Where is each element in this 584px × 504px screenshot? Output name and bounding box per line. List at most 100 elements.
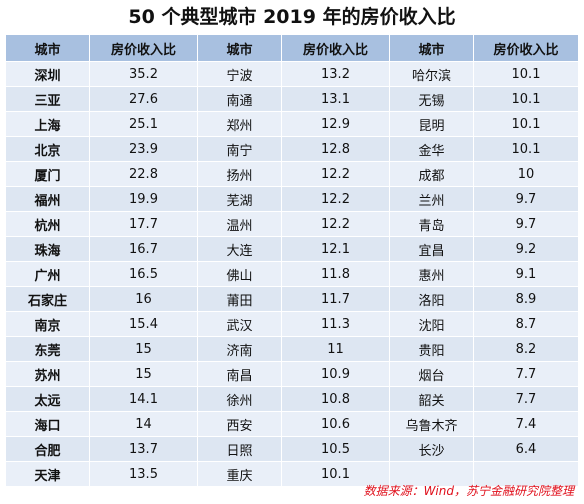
cell-city-3: 贵阳 <box>389 336 474 362</box>
cell-city-2: 重庆 <box>197 461 282 487</box>
cell-city-2: 南昌 <box>197 361 282 387</box>
table-row: 广州 16.5 佛山 11.8 惠州 9.1 <box>5 261 579 287</box>
cell-city-3: 宜昌 <box>389 236 474 262</box>
cell-city-1: 天津 <box>5 461 90 487</box>
cell-ratio-1: 17.7 <box>89 211 198 237</box>
cell-city-2: 芜湖 <box>197 186 282 212</box>
cell-city-2: 武汉 <box>197 311 282 337</box>
data-source-note: 数据来源：Wind，苏宁金融研究院整理 <box>363 484 574 498</box>
cell-city-3: 惠州 <box>389 261 474 287</box>
cell-city-1: 杭州 <box>5 211 90 237</box>
cell-city-3: 烟台 <box>389 361 474 387</box>
cell-ratio-1: 16.7 <box>89 236 198 262</box>
cell-ratio-1: 16 <box>89 286 198 312</box>
header-city-2: 城市 <box>197 34 282 62</box>
cell-ratio-1: 25.1 <box>89 111 198 137</box>
cell-city-3: 长沙 <box>389 436 474 462</box>
cell-city-3: 哈尔滨 <box>389 61 474 87</box>
cell-ratio-1: 14.1 <box>89 386 198 412</box>
cell-ratio-2: 12.2 <box>281 186 390 212</box>
cell-ratio-1: 27.6 <box>89 86 198 112</box>
cell-ratio-3: 7.4 <box>473 411 579 437</box>
table-row: 福州 19.9 芜湖 12.2 兰州 9.7 <box>5 186 579 212</box>
cell-city-2: 西安 <box>197 411 282 437</box>
header-ratio-1: 房价收入比 <box>89 34 198 62</box>
header-ratio-2: 房价收入比 <box>281 34 390 62</box>
cell-city-3: 昆明 <box>389 111 474 137</box>
cell-ratio-3: 10 <box>473 161 579 187</box>
table-row: 深圳 35.2 宁波 13.2 哈尔滨 10.1 <box>5 61 579 87</box>
cell-ratio-1: 14 <box>89 411 198 437</box>
cell-city-1: 海口 <box>5 411 90 437</box>
cell-ratio-3: 9.7 <box>473 186 579 212</box>
cell-city-3: 青岛 <box>389 211 474 237</box>
cell-city-3: 沈阳 <box>389 311 474 337</box>
cell-ratio-1: 15.4 <box>89 311 198 337</box>
cell-city-2: 大连 <box>197 236 282 262</box>
cell-ratio-1: 15 <box>89 361 198 387</box>
table-row: 三亚 27.6 南通 13.1 无锡 10.1 <box>5 86 579 112</box>
cell-ratio-3: 8.7 <box>473 311 579 337</box>
cell-ratio-2: 12.2 <box>281 161 390 187</box>
cell-city-3: 金华 <box>389 136 474 162</box>
cell-ratio-2: 10.5 <box>281 436 390 462</box>
table-row: 厦门 22.8 扬州 12.2 成都 10 <box>5 161 579 187</box>
cell-city-3: 无锡 <box>389 86 474 112</box>
cell-ratio-3: 10.1 <box>473 111 579 137</box>
cell-ratio-1: 16.5 <box>89 261 198 287</box>
cell-ratio-3: 9.7 <box>473 211 579 237</box>
header-city-3: 城市 <box>389 34 474 62</box>
cell-ratio-3 <box>473 461 579 487</box>
cell-city-2: 佛山 <box>197 261 282 287</box>
cell-ratio-2: 11.3 <box>281 311 390 337</box>
page-title: 50 个典型城市 2019 年的房价收入比 <box>128 6 456 28</box>
cell-ratio-2: 13.2 <box>281 61 390 87</box>
cell-city-2: 徐州 <box>197 386 282 412</box>
cell-city-1: 福州 <box>5 186 90 212</box>
cell-city-2: 温州 <box>197 211 282 237</box>
ratio-table: 城市 房价收入比 城市 房价收入比 城市 房价收入比 深圳 35.2 宁波 13.2 哈… <box>5 34 579 487</box>
cell-ratio-3: 9.2 <box>473 236 579 262</box>
cell-city-1: 石家庄 <box>5 286 90 312</box>
cell-ratio-2: 10.8 <box>281 386 390 412</box>
cell-ratio-3: 8.2 <box>473 336 579 362</box>
cell-city-1: 广州 <box>5 261 90 287</box>
cell-ratio-3: 10.1 <box>473 86 579 112</box>
cell-ratio-2: 12.8 <box>281 136 390 162</box>
cell-ratio-1: 13.5 <box>89 461 198 487</box>
table-row: 苏州 15 南昌 10.9 烟台 7.7 <box>5 361 579 387</box>
cell-city-1: 北京 <box>5 136 90 162</box>
table-row: 上海 25.1 郑州 12.9 昆明 10.1 <box>5 111 579 137</box>
cell-ratio-3: 9.1 <box>473 261 579 287</box>
cell-city-3: 乌鲁木齐 <box>389 411 474 437</box>
cell-city-2: 扬州 <box>197 161 282 187</box>
table-row: 海口 14 西安 10.6 乌鲁木齐 7.4 <box>5 411 579 437</box>
header-city-1: 城市 <box>5 34 90 62</box>
cell-city-1: 三亚 <box>5 86 90 112</box>
cell-ratio-2: 11 <box>281 336 390 362</box>
cell-ratio-1: 19.9 <box>89 186 198 212</box>
cell-ratio-3: 10.1 <box>473 61 579 87</box>
cell-city-2: 宁波 <box>197 61 282 87</box>
table-header-row: 城市 房价收入比 城市 房价收入比 城市 房价收入比 <box>5 34 579 62</box>
table-row: 珠海 16.7 大连 12.1 宜昌 9.2 <box>5 236 579 262</box>
cell-city-2: 南宁 <box>197 136 282 162</box>
table-row: 东莞 15 济南 11 贵阳 8.2 <box>5 336 579 362</box>
cell-ratio-2: 12.2 <box>281 211 390 237</box>
cell-city-3: 洛阳 <box>389 286 474 312</box>
cell-city-1: 东莞 <box>5 336 90 362</box>
cell-ratio-1: 23.9 <box>89 136 198 162</box>
cell-city-1: 太远 <box>5 386 90 412</box>
cell-city-2: 日照 <box>197 436 282 462</box>
cell-ratio-3: 6.4 <box>473 436 579 462</box>
cell-city-3: 兰州 <box>389 186 474 212</box>
cell-city-1: 南京 <box>5 311 90 337</box>
cell-city-2: 南通 <box>197 86 282 112</box>
cell-city-1: 深圳 <box>5 61 90 87</box>
cell-city-3: 韶关 <box>389 386 474 412</box>
cell-ratio-1: 35.2 <box>89 61 198 87</box>
table-row: 杭州 17.7 温州 12.2 青岛 9.7 <box>5 211 579 237</box>
cell-ratio-2: 11.8 <box>281 261 390 287</box>
cell-ratio-2: 11.7 <box>281 286 390 312</box>
cell-ratio-2: 10.1 <box>281 461 390 487</box>
